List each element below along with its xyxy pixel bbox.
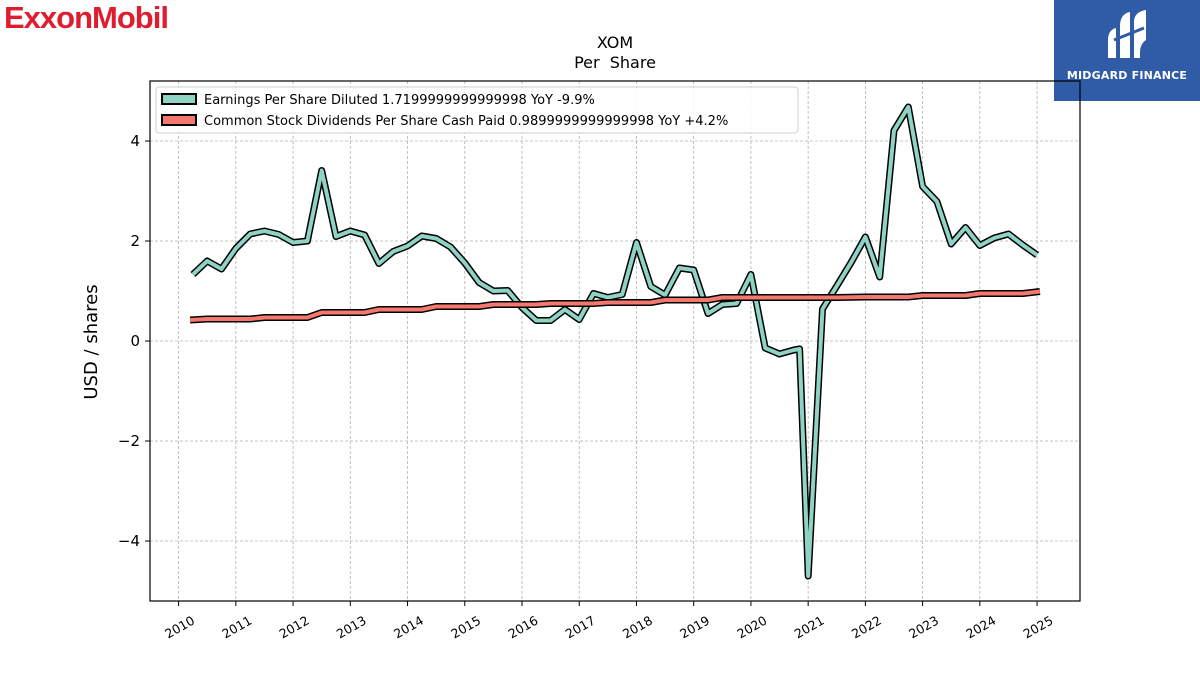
exxonmobil-logo: ExxonMobil: [4, 0, 169, 35]
series-lines: [189, 103, 1041, 580]
series-line-1: [191, 105, 1039, 578]
partner-name: MIDGARD FINANCE: [1066, 69, 1188, 82]
y-tick-label: −4: [118, 532, 140, 550]
x-tick-label: 2012: [277, 613, 312, 642]
x-tick-label: 2024: [963, 613, 998, 642]
legend-swatch-1: [161, 93, 197, 105]
x-tick-label: 2020: [734, 613, 769, 642]
x-tick-label: 2010: [162, 613, 197, 642]
x-tick-label: 2019: [677, 613, 712, 642]
y-tick-label: −2: [118, 432, 140, 450]
y-tick-label: 0: [130, 332, 140, 350]
x-tick-label: 2013: [334, 613, 369, 642]
x-tick-label: 2011: [219, 613, 254, 642]
series-line-2: [189, 289, 1041, 322]
x-tick-label: 2018: [620, 613, 655, 642]
x-tick-label: 2021: [792, 613, 827, 642]
x-tick-label: 2017: [563, 613, 598, 642]
y-tick-label: 2: [130, 232, 140, 250]
legend-label-2: Common Stock Dividends Per Share Cash Pa…: [204, 114, 728, 129]
x-tick-label: 2016: [505, 613, 540, 642]
x-tick-label: 2023: [906, 613, 941, 642]
midgard-finance-logo: MIDGARD FINANCE: [1054, 0, 1200, 101]
x-tick-label: 2015: [448, 613, 483, 642]
axes: −4 −2 0 2 4 2010 2011 2012 2013 2014 2015 2016 2017 2…: [118, 80, 1081, 642]
x-tick-label: 2022: [849, 613, 884, 642]
chart-subtitle: Per Share: [574, 53, 656, 72]
grid: [150, 81, 1080, 601]
legend: Earnings Per Share Diluted 1.71999999999…: [155, 86, 799, 134]
y-axis-label: USD / shares: [81, 284, 102, 399]
chart-title: XOM: [597, 33, 633, 52]
legend-label-1: Earnings Per Share Diluted 1.71999999999…: [204, 93, 595, 108]
midgard-emblem-icon: [1108, 10, 1146, 58]
legend-box: [155, 86, 799, 134]
x-tick-label: 2025: [1021, 613, 1056, 642]
x-tick-label: 2014: [391, 613, 426, 642]
y-tick-label: 4: [130, 132, 140, 150]
legend-swatch-2: [161, 114, 197, 126]
